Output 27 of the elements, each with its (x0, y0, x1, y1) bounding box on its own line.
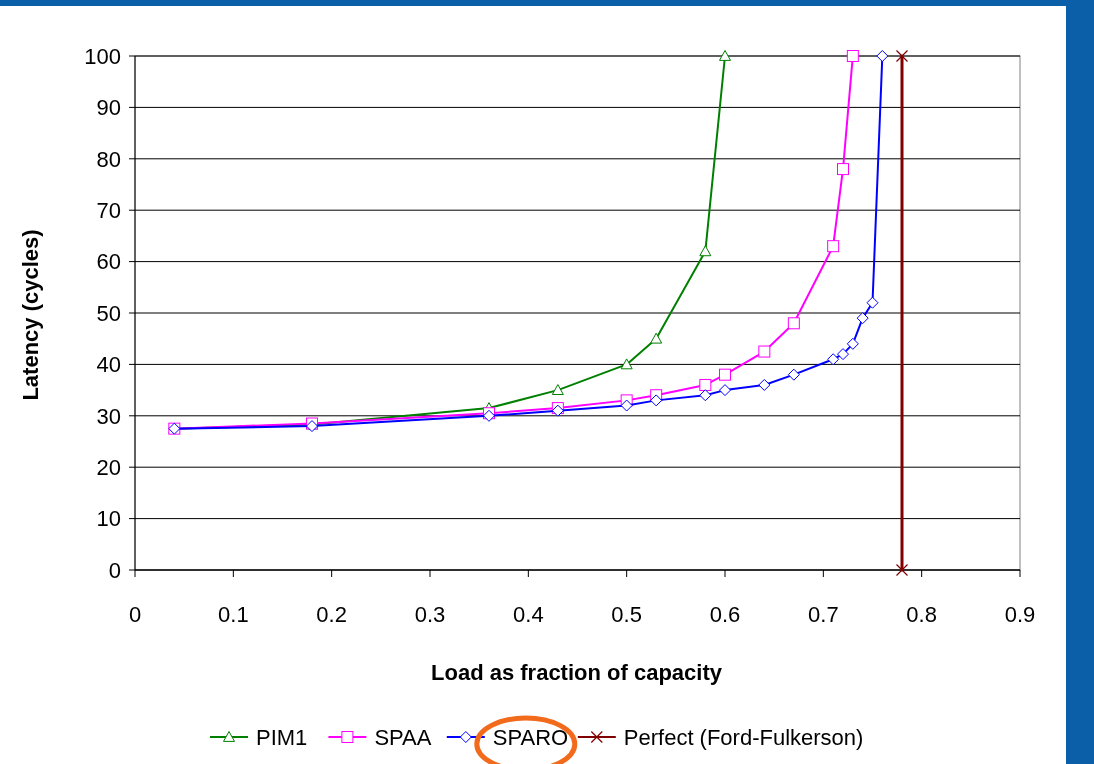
y-tick-label: 0 (108, 557, 121, 583)
y-tick-label: 30 (96, 403, 121, 429)
x-tick-label: 0.2 (316, 602, 347, 627)
legend-label: PIM1 (256, 725, 308, 750)
y-tick-label: 10 (96, 506, 121, 532)
y-tick-label: 70 (96, 197, 121, 223)
y-tick-label: 50 (96, 300, 121, 326)
x-tick-label: 0.6 (709, 602, 741, 627)
x-tick-label: 0 (128, 602, 142, 627)
legend-label: SPAA (374, 725, 432, 750)
legend-label: SPARO (492, 725, 569, 750)
x-tick-label: 0.4 (513, 602, 544, 627)
y-tick-label: 40 (96, 352, 121, 378)
x-axis-title: Load as fraction of capacity (431, 660, 723, 685)
y-tick-label: 20 (96, 454, 121, 480)
y-tick-label: 60 (96, 249, 121, 275)
y-tick-label: 90 (96, 95, 121, 121)
x-tick-label: 0.1 (218, 602, 249, 627)
y-tick-label: 100 (84, 43, 121, 69)
legend-label: Perfect (Ford-Fulkerson) (623, 725, 864, 750)
x-tick-label: 0.7 (808, 602, 839, 627)
x-tick-label: 0.8 (906, 602, 937, 627)
y-axis-title: Latency (cycles) (18, 229, 43, 401)
y-tick-label: 80 (96, 146, 121, 172)
x-tick-label: 0.5 (611, 602, 642, 627)
x-tick-label: 0.3 (414, 602, 446, 627)
x-tick-label: 0.9 (1004, 602, 1036, 627)
